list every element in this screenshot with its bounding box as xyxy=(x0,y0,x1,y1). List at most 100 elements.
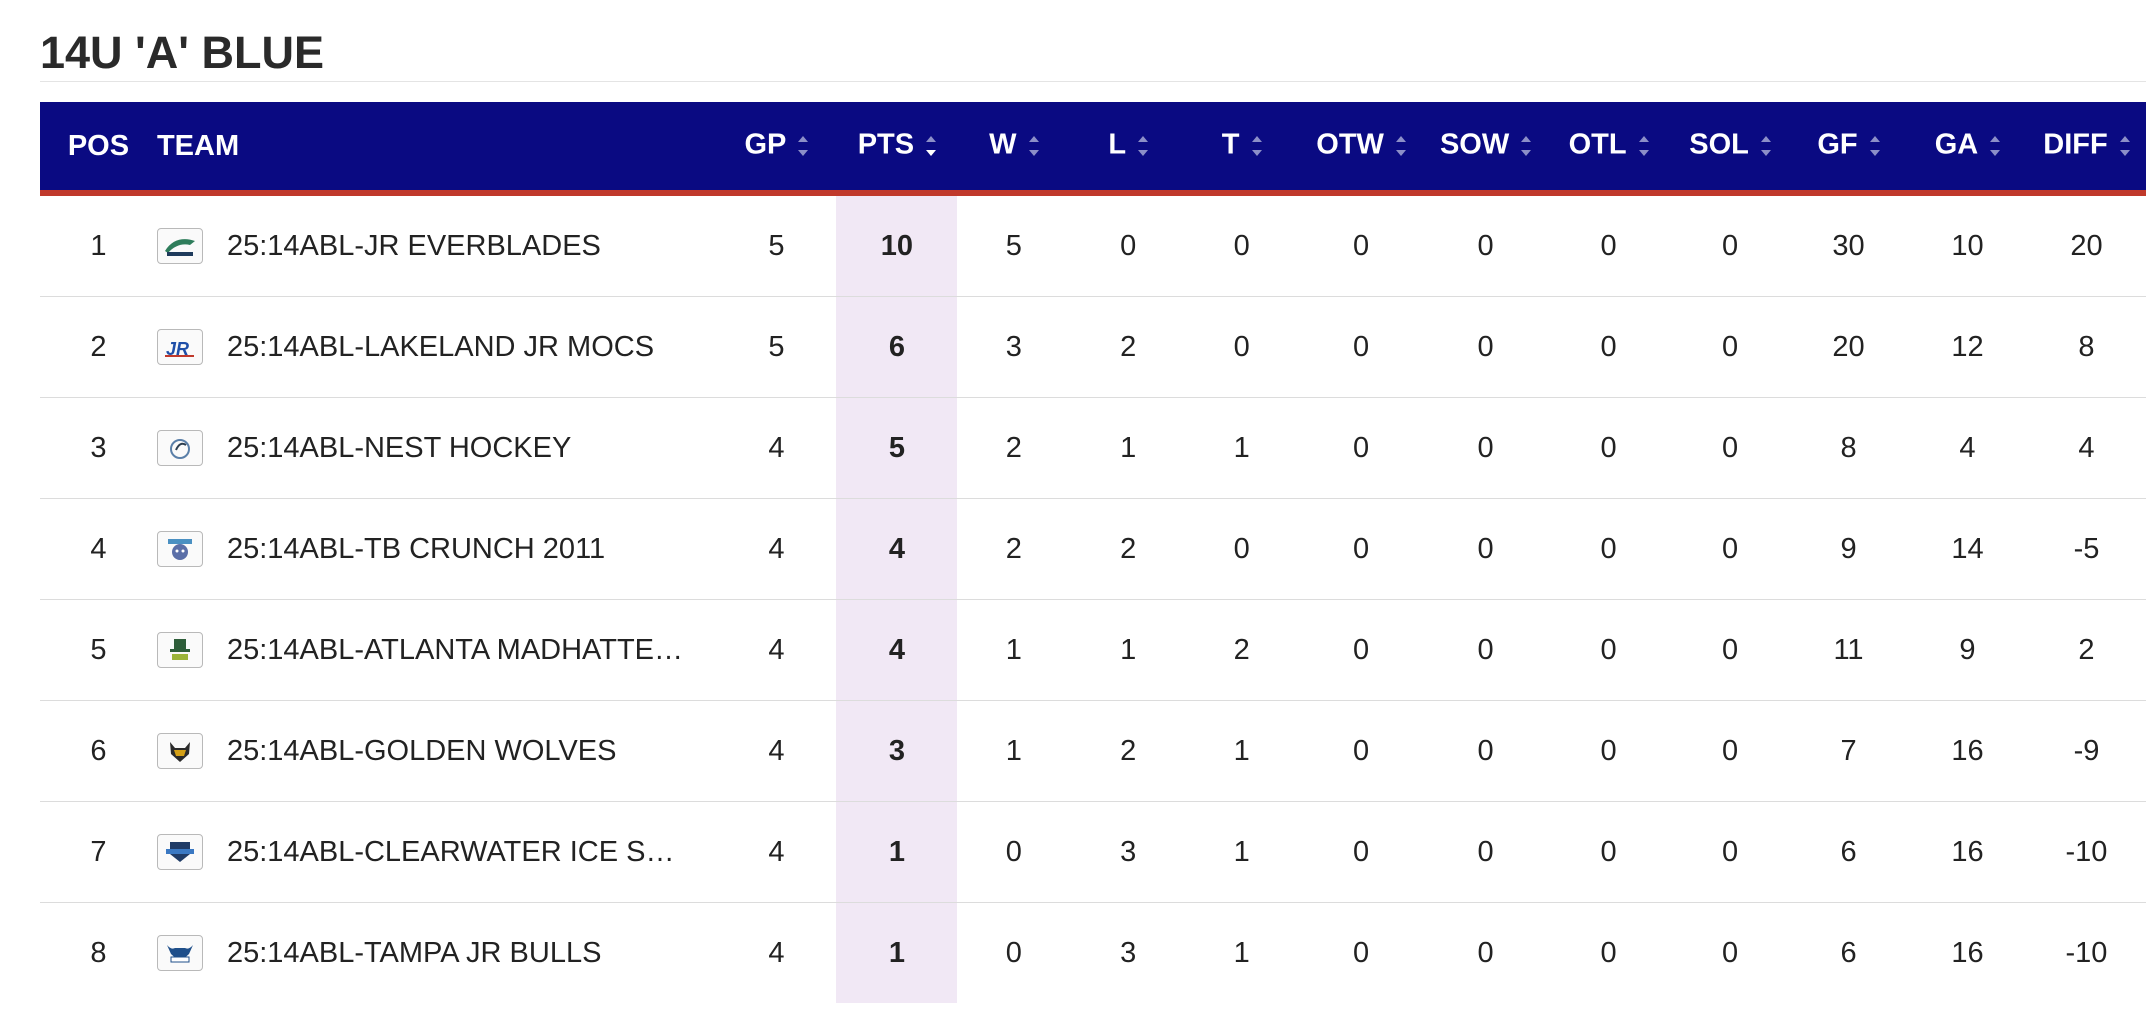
gf-cell: 7 xyxy=(1789,700,1908,802)
pts-cell: 3 xyxy=(836,700,958,802)
w-cell: 2 xyxy=(957,498,1071,600)
team-name-link[interactable]: 25:14ABL-LAKELAND JR MOCS xyxy=(226,330,655,363)
sol-cell: 0 xyxy=(1671,296,1790,398)
w-cell: 1 xyxy=(957,599,1071,701)
gp-cell: 4 xyxy=(716,498,837,600)
team-name-link[interactable]: 25:14ABL-TB CRUNCH 2011 xyxy=(226,532,606,565)
pos-cell: 8 xyxy=(90,936,107,969)
column-header-gf[interactable]: GF xyxy=(1789,102,1908,196)
column-header-label: OTW xyxy=(1316,128,1384,161)
team-name-link[interactable]: 25:14ABL-GOLDEN WOLVES xyxy=(226,734,617,767)
otw-cell: 0 xyxy=(1297,193,1426,297)
gp-cell: 4 xyxy=(716,700,837,802)
table-row: 1 25:14ABL-JR EVERBLADES 5 10 5 0 0 0 0 0 0 30 10 20 xyxy=(40,193,2146,297)
pos-cell: 5 xyxy=(40,599,157,701)
column-header-otw[interactable]: OTW xyxy=(1297,102,1426,196)
column-header-otl[interactable]: OTL xyxy=(1546,102,1672,196)
column-header-t[interactable]: T xyxy=(1186,102,1298,196)
column-header-pts[interactable]: PTS xyxy=(836,102,958,196)
sow-cell: 0 xyxy=(1425,801,1547,903)
sol-cell: 0 xyxy=(1671,498,1790,600)
gp-cell: 5 xyxy=(716,296,837,398)
gf-cell: 9 xyxy=(1789,498,1908,600)
column-header-label: GP xyxy=(744,128,787,161)
column-header-w[interactable]: W xyxy=(957,102,1071,196)
pts-cell: 4 xyxy=(836,599,958,701)
sort-icon[interactable] xyxy=(1251,126,1262,166)
sort-icon[interactable] xyxy=(1869,126,1880,166)
table-row: 3 25:14ABL-NEST HOCKEY 4 5 2 1 1 0 0 0 0 8 4 4 xyxy=(40,397,2146,499)
madhatters-logo-icon xyxy=(156,632,203,668)
l-cell: 2 xyxy=(1070,498,1187,600)
otw-cell: 0 xyxy=(1297,700,1426,802)
sol-cell: 0 xyxy=(1721,936,1739,969)
sort-icon[interactable] xyxy=(798,126,809,166)
sort-icon[interactable] xyxy=(1138,126,1149,166)
division-title: 14U 'A' BLUE xyxy=(40,0,2146,82)
sort-icon[interactable] xyxy=(1395,126,1406,166)
sow-cell: 0 xyxy=(1425,700,1547,802)
gp-cell: 5 xyxy=(716,193,837,297)
column-header-gp[interactable]: GP xyxy=(716,102,837,196)
team-name-link[interactable]: 25:14ABL-ATLANTA MADHATTE… xyxy=(226,633,684,666)
column-header-sol[interactable]: SOL xyxy=(1671,102,1790,196)
sort-icon[interactable] xyxy=(1760,126,1771,166)
column-header-ga[interactable]: GA xyxy=(1907,102,2027,196)
nest-hockey-logo-icon xyxy=(156,430,203,466)
sow-cell: 0 xyxy=(1425,599,1547,701)
table-row: 4 25:14ABL-TB CRUNCH 2011 4 4 2 2 0 0 0 0 0 9 14 -5 xyxy=(40,498,2146,600)
team-name-link[interactable]: 25:14ABL-TAMPA JR BULLS xyxy=(226,936,602,969)
column-header-team: TEAM xyxy=(156,102,717,196)
ga-cell: 16 xyxy=(1907,700,2027,802)
l-cell: 2 xyxy=(1070,700,1187,802)
column-header-pos: POS xyxy=(40,102,157,196)
pts-cell: 5 xyxy=(836,397,958,499)
standings-body: 1 25:14ABL-JR EVERBLADES 5 10 5 0 0 0 0 0 0 30 10 20 2… xyxy=(40,193,2146,1003)
otl-cell: 0 xyxy=(1546,296,1672,398)
sort-icon[interactable] xyxy=(1521,126,1532,166)
diff-cell: 20 xyxy=(2026,193,2146,297)
everblades-logo-icon xyxy=(156,228,203,264)
t-cell: 0 xyxy=(1186,193,1298,297)
table-row: 5 25:14ABL-ATLANTA MADHATTE… 4 4 1 1 2 0 0 0 0 11 9 2 xyxy=(40,599,2146,701)
team-name-link[interactable]: 25:14ABL-JR EVERBLADES xyxy=(226,229,601,262)
team-name-link[interactable]: 25:14ABL-NEST HOCKEY xyxy=(226,431,572,464)
gf-cell: 8 xyxy=(1789,397,1908,499)
sort-icon[interactable] xyxy=(1990,126,2001,166)
team-cell: 25:14ABL-JR EVERBLADES xyxy=(156,193,717,297)
column-header-label: T xyxy=(1221,128,1240,161)
otl-cell: 0 xyxy=(1546,599,1672,701)
w-cell: 5 xyxy=(957,193,1071,297)
otw-cell: 0 xyxy=(1297,801,1426,903)
pts-cell: 1 xyxy=(836,801,958,903)
ga-cell: 12 xyxy=(1907,296,2027,398)
otw-cell: 0 xyxy=(1297,599,1426,701)
sort-icon[interactable] xyxy=(2119,126,2130,166)
sow-cell: 0 xyxy=(1425,193,1547,297)
column-header-l[interactable]: L xyxy=(1070,102,1187,196)
t-cell: 1 xyxy=(1233,936,1250,969)
l-cell: 2 xyxy=(1070,296,1187,398)
pos-cell: 3 xyxy=(40,397,157,499)
ga-cell: 9 xyxy=(1907,599,2027,701)
team-name-link[interactable]: 25:14ABL-CLEARWATER ICE S… xyxy=(226,835,675,868)
diff-cell: -10 xyxy=(2026,801,2146,903)
otw-cell: 0 xyxy=(1297,296,1426,398)
team-cell: 25:14ABL-CLEARWATER ICE S… xyxy=(156,801,717,903)
sort-icon[interactable] xyxy=(1028,126,1039,166)
otl-cell: 0 xyxy=(1546,498,1672,600)
ga-cell: 4 xyxy=(1907,397,2027,499)
column-header-sow[interactable]: SOW xyxy=(1425,102,1547,196)
l-cell: 1 xyxy=(1070,397,1187,499)
svg-text:JR: JR xyxy=(166,339,189,359)
sort-descending-icon[interactable] xyxy=(926,126,937,166)
sort-icon[interactable] xyxy=(1638,126,1649,166)
otl-cell: 0 xyxy=(1600,936,1617,969)
gf-cell: 6 xyxy=(1840,936,1857,969)
sol-cell: 0 xyxy=(1671,700,1790,802)
otl-cell: 0 xyxy=(1546,397,1672,499)
column-header-diff[interactable]: DIFF xyxy=(2026,102,2146,196)
diff-cell: -9 xyxy=(2026,700,2146,802)
l-cell: 0 xyxy=(1070,193,1187,297)
tb-crunch-logo-icon xyxy=(156,531,203,567)
